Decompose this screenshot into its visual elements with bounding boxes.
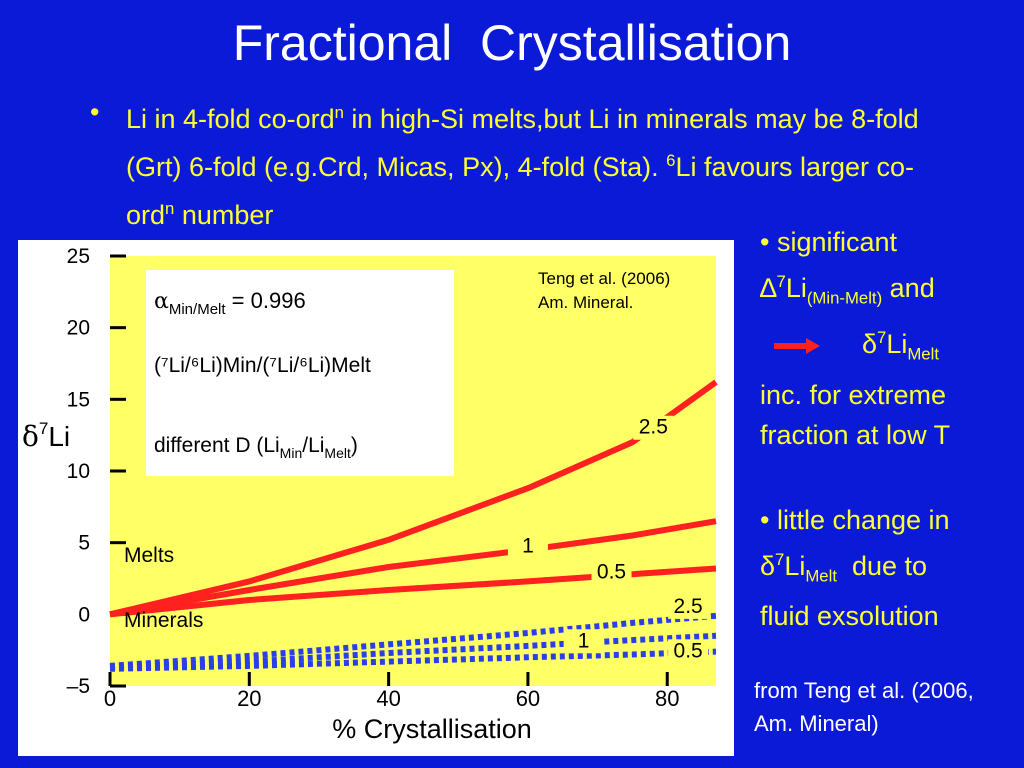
citation-line2: Am. Mineral. xyxy=(538,293,633,312)
x-tick-label: 0 xyxy=(104,686,116,711)
citation-line1: Teng et al. (2006) xyxy=(538,269,670,288)
curve-label-bg xyxy=(668,594,709,619)
curve-label-bg xyxy=(668,639,709,664)
legend-box xyxy=(146,270,454,476)
series-line-melt-1 xyxy=(109,518,717,618)
curve-label-bg xyxy=(633,415,674,440)
melts-label: Melts xyxy=(124,544,174,567)
curve-label-bg xyxy=(507,534,548,559)
minerals-label: Minerals xyxy=(124,609,203,632)
curve-label-mineral: 1 xyxy=(578,629,590,652)
legend-different-d: different D (LiMin/LiMelt) xyxy=(154,434,358,461)
curve-label-melt: 0.5 xyxy=(597,561,626,584)
x-tick-label: 40 xyxy=(376,686,400,711)
curve-label-mineral: 2.5 xyxy=(674,595,703,618)
slide-title: Fractional Crystallisation xyxy=(232,15,792,71)
side-note-significant: • significant ∆7Li(Min-Melt) and δ7LiMel… xyxy=(760,227,951,450)
series-line-melt-0-5 xyxy=(109,565,717,618)
curve-label-melt: 1 xyxy=(522,535,534,558)
side-note-little-change: • little change in δ7LiMelt due to fluid… xyxy=(760,505,950,632)
source-note: from Teng et al. (2006, Am. Mineral) xyxy=(754,678,974,736)
curve-label-melt: 2.5 xyxy=(639,416,668,439)
curve-label-mineral: 0.5 xyxy=(674,639,703,662)
x-tick-label: 80 xyxy=(655,686,679,711)
right-arrow-icon xyxy=(774,338,820,355)
y-tick-label: –5 xyxy=(67,675,90,698)
legend-ratio: (⁷Li/⁶Li)Min/(⁷Li/⁶Li)Melt xyxy=(154,354,371,377)
y-tick-label: 10 xyxy=(67,460,90,483)
y-axis-label: δ7Li xyxy=(22,419,70,453)
chart-panel: 25 20 15 10 5 0 –5 0 20 40 60 80 2.5 1 0.5 2.5 1 0.5 αMin… xyxy=(18,240,734,756)
y-tick-label: 15 xyxy=(67,388,90,411)
chart-svg: 25 20 15 10 5 0 –5 0 20 40 60 80 2.5 1 0.5 2.5 1 0.5 αMin… xyxy=(22,245,718,744)
x-axis-label: % Crystallisation xyxy=(332,714,532,744)
legend-alpha: αMin/Melt = 0.996 xyxy=(154,288,306,318)
bullet-dot: • xyxy=(90,97,100,127)
y-tick-label: 25 xyxy=(67,245,90,268)
x-tick-label: 60 xyxy=(516,686,540,711)
curve-label-bg xyxy=(591,560,632,585)
y-tick-label: 20 xyxy=(67,317,90,340)
x-tick-label: 20 xyxy=(237,686,261,711)
main-bullet: • Li in 4-fold co-ordn in high-Si melts,… xyxy=(90,92,962,236)
bullet-text: Li in 4-fold co-ordn in high-Si melts,bu… xyxy=(126,103,919,230)
y-tick-label: 0 xyxy=(78,603,90,626)
y-tick-label: 5 xyxy=(78,532,90,555)
curve-label-bg xyxy=(563,629,604,654)
